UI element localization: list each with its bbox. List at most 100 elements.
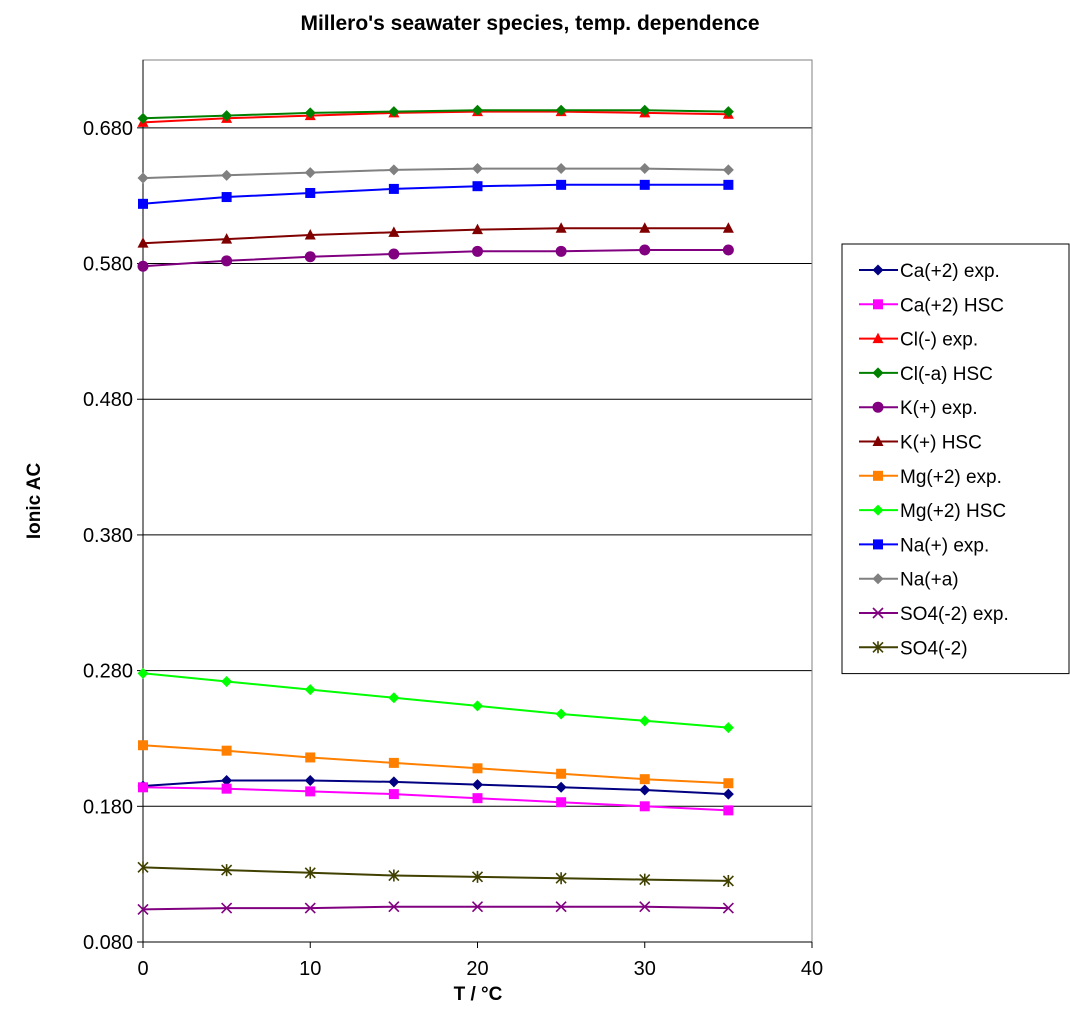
legend: Ca(+2) exp. Ca(+2) HSC Cl(-) exp. Cl(-a) HS… [841,243,1070,675]
x-tick-label: 0 [137,958,148,980]
axes: 0.080 0.180 0.280 0.380 0.480 0.580 0.680 0 10 20… [83,60,823,980]
data-point [639,801,650,812]
series-3 [137,104,734,124]
data-point [221,675,233,687]
y-tick-label: 0.680 [83,118,133,140]
data-point [472,223,483,235]
data-point [221,192,232,203]
data-point [555,901,567,913]
data-point [388,789,399,800]
data-point [639,222,651,233]
data-point [388,106,400,118]
gridlines [143,127,812,807]
data-point [722,722,734,734]
data-point [555,708,567,720]
data-point [137,260,149,272]
legend-label: K(+) exp. [900,398,978,419]
data-point [722,874,734,887]
legend-entry: Na(+) exp. [859,535,989,556]
y-tick-label: 0.380 [83,525,133,547]
legend-entry: Mg(+2) HSC [859,501,1006,522]
data-point [722,106,734,118]
data-point [472,763,483,774]
legend-label: SO4(-2) exp. [900,604,1009,625]
data-point [555,872,567,885]
data-point [221,783,232,794]
legend-label: Cl(-a) HSC [900,364,993,385]
data-point [555,245,567,257]
data-point [138,198,148,209]
series-line [142,744,729,785]
data-point [305,786,316,797]
data-point [305,752,316,763]
legend-swatch-marker [872,367,884,379]
series-layer [137,104,734,915]
data-point [472,700,483,712]
legend-swatch-marker [873,299,883,310]
legend-label: Ca(+2) HSC [900,295,1004,316]
data-point [221,902,233,914]
data-point [221,110,233,122]
data-point [221,775,233,787]
data-point [722,222,734,233]
series-line [142,779,729,796]
legend-swatch-marker [872,435,884,446]
legend-label: Mg(+2) exp. [900,467,1002,488]
data-point [388,183,399,194]
data-point [555,104,567,116]
x-tick-label: 30 [634,958,656,980]
series-9 [137,163,734,184]
data-point [388,757,399,768]
data-point [304,251,316,263]
legend-label: Na(+a) [900,570,959,591]
legend-swatch-marker [872,264,884,276]
legend-swatch-marker [873,470,883,481]
data-point [304,902,316,914]
data-point [304,229,316,240]
data-point [639,163,651,175]
data-point [722,788,734,800]
series-line [142,109,729,120]
series-line [142,905,729,911]
y-tick-label: 0.180 [83,796,133,818]
data-point [221,745,232,756]
data-point [388,869,400,882]
chart-title: Millero's seawater species, temp. depend… [300,12,759,35]
data-point [388,164,400,176]
legend-swatch-marker [872,573,884,585]
data-point [137,667,149,679]
data-point [471,870,484,883]
data-point [305,187,316,198]
legend-swatch-marker [872,607,884,619]
legend-entry: Cl(-) exp. [859,330,978,351]
y-tick-label: 0.580 [83,254,133,276]
data-point [639,179,650,190]
legend-entry: Ca(+2) exp. [859,261,1000,282]
data-point [639,784,651,796]
data-point [304,866,316,879]
data-point [304,167,316,179]
data-point [639,244,651,256]
y-tick-label: 0.080 [83,932,133,954]
legend-swatch-marker [872,504,884,516]
legend-label: Ca(+2) exp. [900,261,1000,282]
data-point [388,901,400,913]
legend-entry: SO4(-2) [859,638,968,659]
series-line [142,249,729,268]
data-point [388,692,400,704]
legend-entry: SO4(-2) exp. [859,604,1009,625]
data-point [472,245,483,257]
data-point [471,901,484,913]
series-line [142,866,729,882]
x-tick-label: 10 [299,958,321,980]
legend-label: SO4(-2) [900,638,968,659]
data-point [388,776,400,788]
data-point [137,237,149,248]
data-point [555,163,567,175]
legend-entry: Na(+a) [859,570,959,591]
data-point [304,107,316,119]
legend-label: K(+) HSC [900,433,982,454]
legend-entry: K(+) exp. [859,398,978,419]
series-11 [137,861,734,887]
